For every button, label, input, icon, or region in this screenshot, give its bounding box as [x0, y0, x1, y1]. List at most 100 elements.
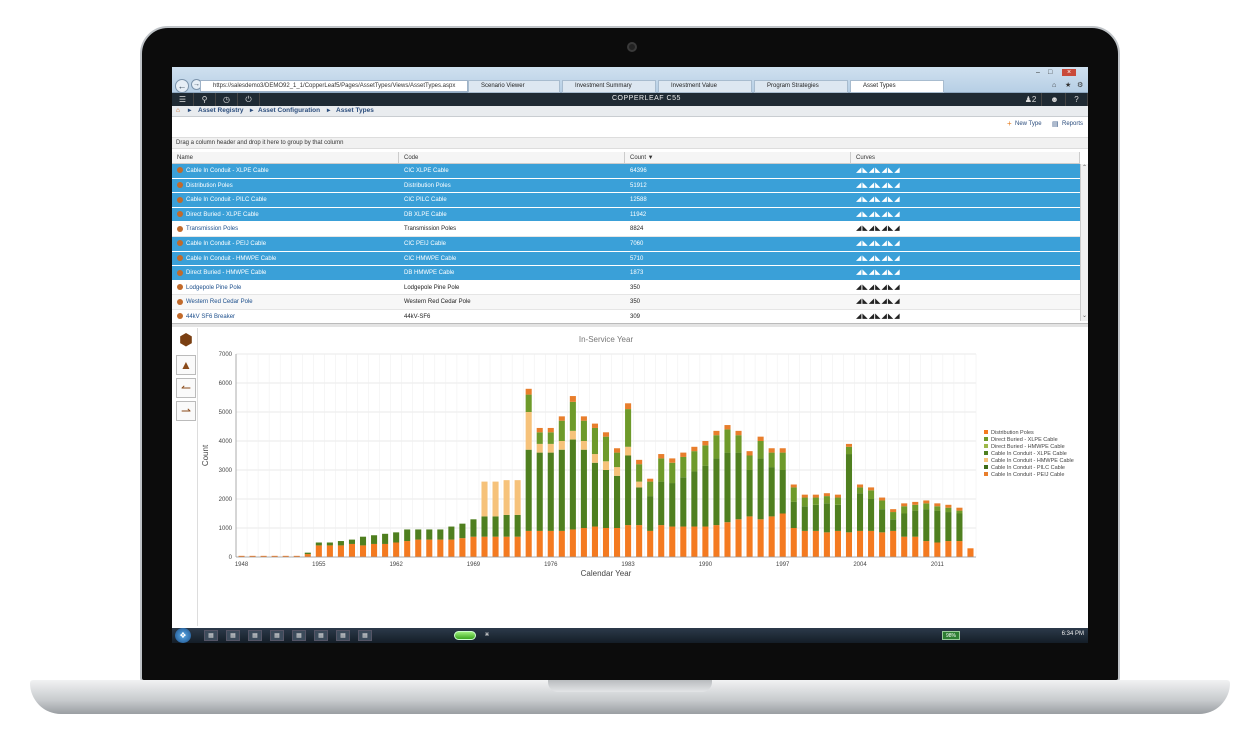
table-row[interactable]: Distribution Poles Distribution Poles 5191… [172, 178, 1080, 194]
curves-icon[interactable]: ◢◣◢◣◢◣◢ [856, 313, 901, 320]
bar-segment [315, 545, 322, 557]
taskbar-app-icon[interactable]: ▦ [270, 630, 284, 641]
bar-segment [812, 494, 819, 498]
histogram-icon[interactable]: ▲ [176, 355, 196, 375]
laptop-notch [548, 680, 712, 692]
asset-type-name-link[interactable]: Transmission Poles [186, 226, 239, 233]
bar-segment [923, 503, 930, 510]
table-row[interactable]: Lodgepole Pine Pole Lodgepole Pine Pole 35… [172, 280, 1080, 296]
address-bar[interactable]: https://salesdemo3/DEMO92_1_1/CopperLeaf… [200, 80, 468, 92]
curves-icon[interactable]: ◢◣◢◣◢◣◢ [856, 167, 901, 174]
table-row[interactable]: Western Red Cedar Pole Western Red Cedar … [172, 295, 1080, 310]
growth-curve-icon[interactable]: ⇀ [176, 401, 196, 421]
asset-type-name-link[interactable]: Cable In Conduit - HMWPE Cable [186, 255, 277, 262]
tab-program-strategies[interactable]: Program Strategies [754, 80, 848, 93]
panel-splitter[interactable] [172, 323, 1088, 327]
bar-segment [326, 545, 333, 557]
curves-icon[interactable]: ◢◣◢◣◢◣◢ [856, 254, 901, 262]
curves-icon[interactable]: ◢◣◢◣◢◣◢ [856, 210, 901, 218]
curves-icon[interactable]: ◢◣◢◣◢◣◢ [856, 196, 901, 204]
bar-segment [890, 530, 897, 557]
count-cell: 7060 [630, 241, 644, 247]
table-row[interactable]: Transmission Poles Transmission Poles 8824… [172, 222, 1080, 237]
bar-segment [724, 522, 731, 557]
home-icon[interactable]: ⌂ [176, 107, 180, 114]
column-header-curves[interactable]: Curves [851, 152, 1080, 164]
curves-icon[interactable]: ◢◣◢◣◢◣◢ [856, 269, 901, 277]
taskbar-app-icon[interactable]: ▦ [314, 630, 328, 641]
tab-scenario-viewer[interactable]: Scenario Viewer [468, 80, 560, 93]
taskbar-app-icon[interactable]: ▦ [292, 630, 306, 641]
group-drop-zone[interactable]: Drag a column header and drop it here to… [172, 137, 1088, 149]
column-header-code[interactable]: Code [399, 152, 625, 164]
hexagon-icon[interactable]: ⬢ [179, 332, 193, 349]
asset-type-name-link[interactable]: 44kV SF6 Breaker [186, 314, 236, 320]
curves-icon[interactable]: ◢◣◢◣◢◣◢ [856, 181, 901, 189]
asset-type-name-link[interactable]: Western Red Cedar Pole [186, 299, 253, 306]
table-row[interactable]: Cable In Conduit - HMWPE Cable CIC HMWPE … [172, 251, 1080, 267]
settings-icon[interactable]: ⚙ [1077, 82, 1084, 89]
bar-segment [260, 555, 267, 557]
maximize-icon[interactable]: □ [1048, 69, 1053, 76]
taskbar-app-icon[interactable]: ▦ [248, 630, 262, 641]
table-row[interactable]: 44kV SF6 Breaker 44kV-SF6 309 ◢◣◢◣◢◣◢ [172, 310, 1080, 321]
asset-type-name-link[interactable]: Cable In Conduit - PILC Cable [186, 197, 267, 204]
scroll-up-icon[interactable]: ⌃ [1081, 165, 1088, 171]
taskbar-app-icon[interactable]: ▦ [336, 630, 350, 641]
table-row[interactable]: Direct Buried - HMWPE Cable DB HMWPE Cabl… [172, 266, 1080, 281]
curves-icon[interactable]: ◢◣◢◣◢◣◢ [856, 283, 901, 291]
bar-segment [868, 530, 875, 557]
breadcrumb-asset-configuration[interactable]: Asset Configuration [258, 107, 321, 114]
breadcrumb-asset-types[interactable]: Asset Types [336, 107, 374, 114]
share-icon[interactable]: ⋇ [484, 632, 490, 638]
tab-investment-summary[interactable]: Investment Summary [562, 80, 656, 93]
table-row[interactable]: Cable In Conduit - PEIJ Cable CIC PEIJ Ca… [172, 237, 1080, 252]
x-tick-label: 1962 [389, 562, 403, 568]
curves-icon[interactable]: ◢◣◢◣◢◣◢ [856, 225, 901, 233]
taskbar-app-icon[interactable]: ▦ [226, 630, 240, 641]
taskbar-app-icon[interactable]: ▦ [204, 630, 218, 641]
grid-scrollbar[interactable]: ⌃ ⌄ [1080, 164, 1088, 321]
search-icon[interactable]: ⚲ [194, 93, 216, 106]
bar-segment [669, 458, 676, 463]
minimize-icon[interactable]: – [1036, 69, 1040, 76]
favorites-icon[interactable]: ★ [1065, 82, 1072, 89]
table-row[interactable]: Cable In Conduit - XLPE Cable CIC XLPE Ca… [172, 164, 1080, 179]
asset-type-name-link[interactable]: Cable In Conduit - XLPE Cable [186, 168, 269, 174]
back-icon[interactable]: ← [175, 79, 189, 93]
close-icon[interactable]: × [1062, 69, 1076, 76]
bar-segment [845, 454, 853, 533]
menu-icon[interactable]: ☰ [172, 93, 194, 106]
decay-curve-icon[interactable]: ↼ [176, 378, 196, 398]
notifications-button[interactable]: ♟2 [1020, 93, 1042, 106]
asset-type-name-link[interactable]: Direct Buried - XLPE Cable [186, 211, 259, 218]
asset-type-name-link[interactable]: Lodgepole Pine Pole [186, 284, 242, 291]
column-header-count[interactable]: Count ▼ [625, 152, 851, 164]
power-icon[interactable]: ⏻ [238, 93, 260, 106]
battery-indicator[interactable]: 98% [942, 631, 960, 640]
table-row[interactable]: Cable In Conduit - PILC Cable CIC PILC Ca… [172, 193, 1080, 208]
curves-icon[interactable]: ◢◣◢◣◢◣◢ [856, 240, 901, 247]
tab-investment-value[interactable]: Investment Value [658, 80, 752, 93]
clock[interactable]: 6:34 PM [1061, 631, 1084, 637]
bar-segment [757, 441, 764, 459]
reports-button[interactable]: Reports [1062, 121, 1084, 127]
asset-type-name-link[interactable]: Cable In Conduit - PEIJ Cable [186, 241, 267, 247]
tab-asset-types[interactable]: Asset Types [850, 80, 944, 93]
new-type-button[interactable]: New Type [1015, 121, 1042, 127]
bar-segment [636, 464, 643, 482]
home-icon[interactable]: ⌂ [1052, 82, 1057, 89]
taskbar-app-icon[interactable]: ▦ [358, 630, 372, 641]
asset-type-name-link[interactable]: Direct Buried - HMWPE Cable [186, 270, 267, 277]
clock-icon[interactable]: ◷ [216, 93, 238, 106]
curves-icon[interactable]: ◢◣◢◣◢◣◢ [856, 298, 901, 306]
table-row[interactable]: Direct Buried - XLPE Cable DB XLPE Cable 1… [172, 207, 1080, 223]
user-icon[interactable]: ☻ [1044, 93, 1066, 106]
column-header-name[interactable]: Name [172, 152, 399, 164]
start-icon[interactable]: ❖ [175, 628, 191, 643]
help-icon[interactable]: ? [1066, 93, 1088, 106]
breadcrumb-asset-registry[interactable]: Asset Registry [198, 107, 244, 114]
scroll-down-icon[interactable]: ⌄ [1081, 313, 1088, 319]
asset-type-name-link[interactable]: Distribution Poles [186, 182, 233, 189]
bar-segment [790, 528, 797, 557]
